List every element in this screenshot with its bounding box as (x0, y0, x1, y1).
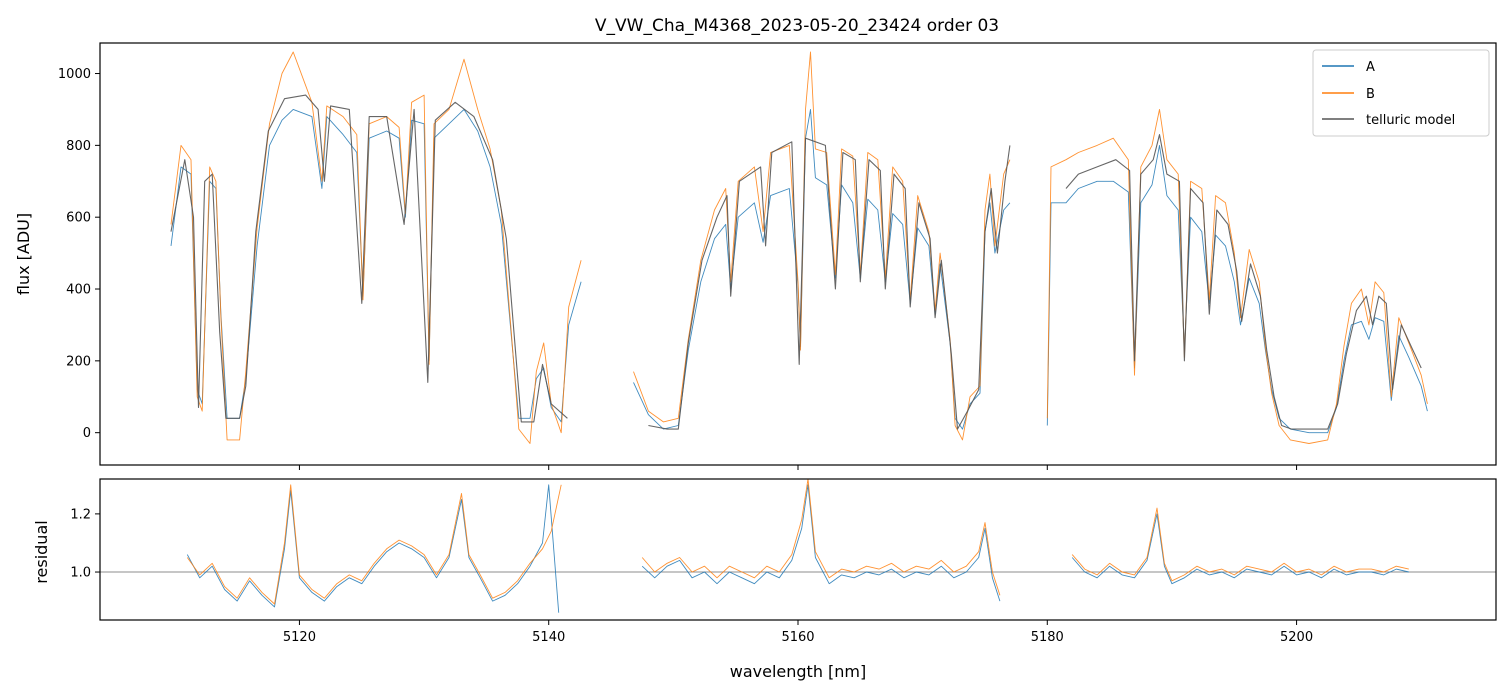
flux-series-group (170, 51, 1428, 444)
flux-series-b-segment-3 (1046, 108, 1428, 444)
residual-x-tick-label: 5140 (532, 630, 565, 645)
residual-series-a-segment-1 (186, 484, 560, 613)
residual-series-a-segment-2 (641, 484, 1001, 602)
flux-y-tick-label: 600 (66, 211, 91, 226)
residual-series-b-segment-1 (186, 484, 562, 605)
flux-series-b-segment-2 (633, 51, 1011, 441)
flux-series-telluric-model-segment-3 (1065, 134, 1422, 430)
residual-x-tick-label: 5160 (781, 630, 814, 645)
flux-series-telluric-model-segment-1 (170, 94, 568, 423)
residual-series-b-segment-2 (641, 479, 1001, 596)
legend-box (1312, 49, 1490, 137)
x-axis-label: wavelength [nm] (730, 662, 867, 681)
flux-y-tick-label: 0 (83, 426, 91, 441)
flux-series-telluric-model-segment-2 (648, 137, 1011, 430)
flux-panel: 0 200 400 600 800 1000 flux [ADU] A B telluri… (14, 42, 1497, 470)
flux-y-ticks: 0 200 400 600 800 1000 (58, 67, 100, 441)
flux-y-tick-label: 400 (66, 283, 91, 298)
legend: A B telluric model (1312, 49, 1490, 137)
flux-series-a-segment-2 (633, 108, 1011, 430)
residual-panel: 1.0 1.2 5120 5140 5160 5180 5200 residual wav… (32, 478, 1497, 681)
residual-y-axis-label: residual (32, 520, 51, 583)
residual-x-tick-label: 5180 (1031, 630, 1064, 645)
residual-y-ticks: 1.0 1.2 (70, 507, 100, 581)
residual-series-group (100, 479, 1496, 613)
residual-x-ticks: 5120 5140 5160 5180 5200 (283, 620, 1313, 645)
legend-entry-b: B (1366, 87, 1375, 102)
residual-series-b-segment-3 (1071, 507, 1409, 582)
flux-y-tick-label: 200 (66, 354, 91, 369)
residual-y-tick-label: 1.2 (70, 507, 91, 522)
legend-entry-telluric-model: telluric model (1366, 113, 1455, 128)
residual-y-tick-label: 1.0 (70, 566, 91, 581)
flux-y-axis-label: flux [ADU] (14, 213, 33, 295)
flux-x-ticks (298, 465, 1298, 470)
residual-series-a-segment-3 (1071, 513, 1409, 585)
residual-x-tick-label: 5120 (283, 630, 316, 645)
residual-x-tick-label: 5200 (1280, 630, 1313, 645)
legend-entry-a: A (1366, 60, 1375, 75)
flux-y-tick-label: 1000 (58, 67, 91, 82)
flux-y-tick-label: 800 (66, 139, 91, 154)
chart-title: V_VW_Cha_M4368_2023-05-20_23424 order 03 (595, 16, 999, 36)
